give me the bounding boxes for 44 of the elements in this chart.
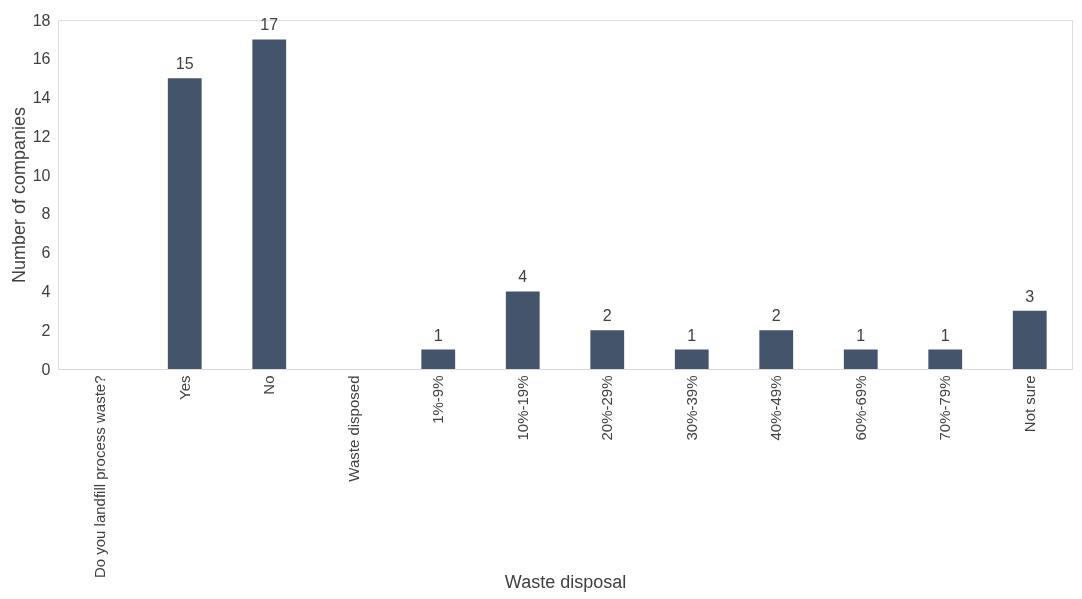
x-tick-label: 20%-29% (598, 375, 616, 441)
x-tick-label: 70%-79% (936, 375, 954, 441)
x-tick-label: 1%-9% (429, 375, 447, 424)
data-label: 1 (940, 326, 950, 344)
y-tick-label: 14 (32, 89, 51, 107)
bar (167, 78, 202, 369)
data-label: 17 (260, 16, 279, 34)
y-tick-label: 0 (41, 360, 51, 378)
x-tick-label: Do you landfill process waste? (91, 375, 109, 579)
y-tick-label: 8 (41, 205, 51, 223)
y-tick-label: 12 (32, 127, 51, 145)
x-tick-label: 30%-39% (682, 375, 700, 441)
bar (928, 349, 963, 369)
y-tick-label: 10 (32, 166, 51, 184)
bar (674, 349, 709, 369)
x-tick-label: 40%-49% (767, 375, 785, 441)
y-tick-label: 16 (32, 50, 51, 68)
y-tick-label: 4 (41, 282, 51, 300)
bar (252, 39, 287, 369)
x-tick-label: Waste disposed (344, 375, 362, 482)
data-label: 1 (433, 326, 443, 344)
bar (590, 330, 625, 369)
x-tick-label: No (260, 375, 278, 395)
data-label: 1 (687, 326, 697, 344)
data-label: 3 (1025, 287, 1035, 305)
data-label: 4 (518, 268, 528, 286)
data-label: 2 (602, 307, 612, 325)
y-tick-label: 2 (41, 321, 51, 339)
y-tick-label: 6 (41, 244, 51, 262)
bar (759, 330, 794, 369)
bar (843, 349, 878, 369)
bar (421, 349, 456, 369)
bar (1012, 310, 1047, 369)
y-axis-title: Number of companies (8, 106, 29, 284)
data-label: 1 (856, 326, 866, 344)
data-label: 2 (771, 307, 781, 325)
x-tick-label: 10%-19% (513, 375, 531, 441)
bar (505, 291, 540, 369)
x-tick-label: Not sure (1020, 375, 1038, 433)
y-tick-label: 18 (32, 11, 51, 29)
x-axis-title: Waste disposal (504, 571, 627, 592)
x-tick-label: 60%-69% (851, 375, 869, 441)
x-tick-label: Yes (175, 375, 193, 400)
data-label: 15 (175, 55, 194, 73)
